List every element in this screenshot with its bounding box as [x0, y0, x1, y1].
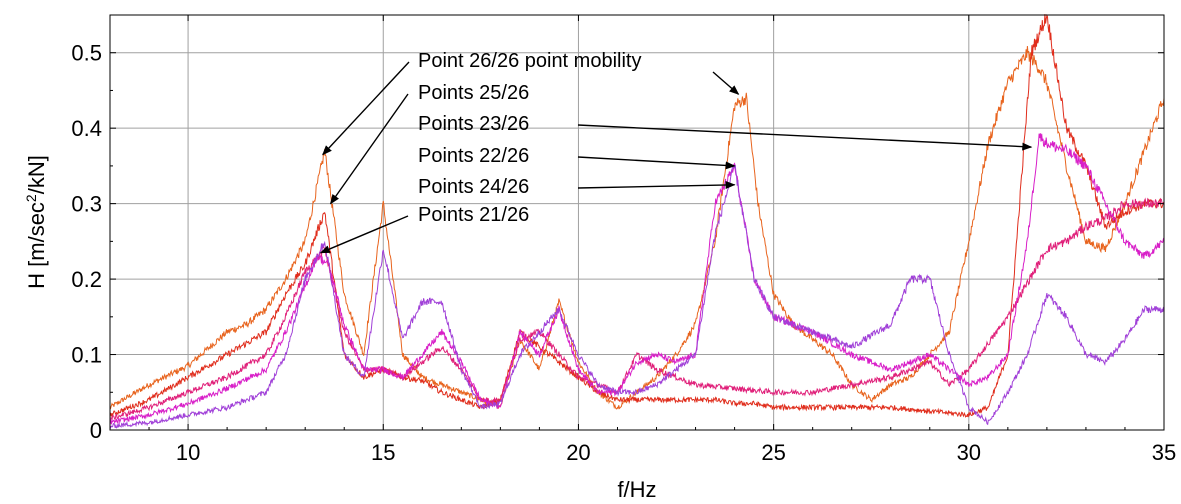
- annotation-label: Points 25/26: [418, 82, 529, 104]
- series-layer: [109, 13, 1165, 429]
- series-line-p22: [109, 133, 1165, 425]
- x-tick-label: 20: [566, 440, 590, 465]
- y-tick-labels: 0 0.1 0.2 0.3 0.4 0.5: [71, 41, 102, 443]
- y-tick-label: 0: [90, 418, 102, 443]
- y-tick-label: 0.1: [71, 343, 102, 368]
- y-axis-label-main: H [m/sec: [24, 202, 49, 289]
- x-tick-labels: 10 15 20 25 30 35: [176, 440, 1176, 465]
- y-tick-label: 0.3: [71, 192, 102, 217]
- y-tick-label: 0.4: [71, 116, 102, 141]
- plot-frame: [109, 14, 1165, 431]
- annotation-label: Point 26/26 point mobility: [418, 50, 641, 72]
- annotation-label: Points 22/26: [418, 145, 529, 167]
- annotation-arrow: [322, 61, 410, 156]
- annotation-arrow: [319, 215, 409, 254]
- annotation-arrow: [577, 124, 1033, 151]
- x-tick-label: 30: [957, 440, 981, 465]
- y-axis-label-tail: /kN]: [24, 155, 49, 194]
- annotation-arrow: [712, 71, 740, 95]
- y-tick-label: 0.2: [71, 267, 102, 292]
- annotation-label: Points 21/26: [418, 204, 529, 226]
- y-axis-label: H [m/sec2/kN]: [23, 155, 49, 289]
- annotation-label: Points 24/26: [418, 176, 529, 198]
- annotation-arrow: [329, 93, 409, 205]
- annotations: Point 26/26 point mobility Points 25/26 Po…: [319, 50, 1033, 254]
- x-axis-label: f/Hz: [617, 477, 656, 502]
- x-tick-label: 15: [371, 440, 395, 465]
- series-line-p25: [109, 13, 1165, 418]
- y-tick-label: 0.5: [71, 41, 102, 66]
- annotation-arrow: [577, 156, 736, 170]
- series-line-p23: [109, 197, 1165, 422]
- y-axis-label-superscript: 2: [23, 194, 39, 202]
- x-tick-label: 35: [1152, 440, 1176, 465]
- annotation-arrow: [577, 180, 736, 189]
- annotation-label: Points 23/26: [418, 113, 529, 135]
- x-tick-label: 25: [761, 440, 785, 465]
- series-line-p24: [109, 164, 1165, 429]
- x-tick-label: 10: [176, 440, 200, 465]
- tick-marks: [109, 14, 1165, 431]
